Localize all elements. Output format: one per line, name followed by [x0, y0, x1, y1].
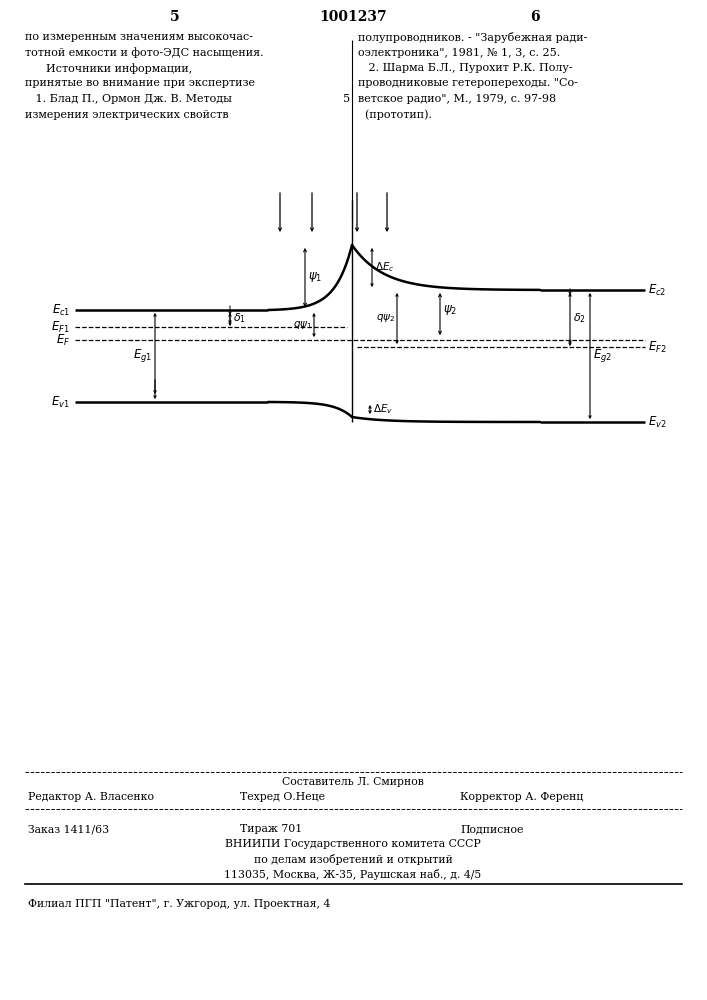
Text: тотной емкости и фото-ЭДС насыщения.: тотной емкости и фото-ЭДС насыщения.: [25, 47, 264, 58]
Text: Редактор А. Власенко: Редактор А. Власенко: [28, 792, 154, 802]
Text: 2. Шарма Б.Л., Пурохит Р.К. Полу-: 2. Шарма Б.Л., Пурохит Р.К. Полу-: [358, 63, 573, 73]
Text: $q\psi_1$: $q\psi_1$: [293, 319, 312, 331]
Text: 1. Блад П., Ормон Дж. В. Методы: 1. Блад П., Ормон Дж. В. Методы: [25, 94, 232, 104]
Text: $E_{v2}$: $E_{v2}$: [648, 414, 667, 430]
Text: по измеренным значениям высокочас-: по измеренным значениям высокочас-: [25, 32, 253, 42]
Text: Корректор А. Ференц: Корректор А. Ференц: [460, 792, 583, 802]
Text: измерения электрических свойств: измерения электрических свойств: [25, 109, 228, 119]
Text: Составитель Л. Смирнов: Составитель Л. Смирнов: [282, 777, 424, 787]
Text: принятые во внимание при экспертизе: принятые во внимание при экспертизе: [25, 79, 255, 89]
Text: $\delta_1$: $\delta_1$: [233, 312, 246, 325]
Text: $E_{F2}$: $E_{F2}$: [648, 339, 667, 355]
Text: 5: 5: [170, 10, 180, 24]
Text: $E_{g1}$: $E_{g1}$: [133, 348, 152, 364]
Text: $\psi_2$: $\psi_2$: [443, 303, 457, 317]
Text: 113035, Москва, Ж-35, Раушская наб., д. 4/5: 113035, Москва, Ж-35, Раушская наб., д. …: [224, 869, 481, 880]
Text: Филиал ПГП "Патент", г. Ужгород, ул. Проектная, 4: Филиал ПГП "Патент", г. Ужгород, ул. Про…: [28, 899, 330, 909]
Text: Заказ 1411/63: Заказ 1411/63: [28, 824, 109, 834]
Text: 5: 5: [343, 94, 350, 104]
Text: $q\psi_2$: $q\psi_2$: [375, 312, 395, 324]
Text: 1001237: 1001237: [319, 10, 387, 24]
Text: Источники информации,: Источники информации,: [25, 63, 192, 74]
Text: Техред О.Неце: Техред О.Неце: [240, 792, 325, 802]
Text: по делам изобретений и открытий: по делам изобретений и открытий: [254, 854, 452, 865]
Text: ветское радио", М., 1979, с. 97-98: ветское радио", М., 1979, с. 97-98: [358, 94, 556, 104]
Text: Тираж 701: Тираж 701: [240, 824, 303, 834]
Text: $\psi_1$: $\psi_1$: [308, 270, 322, 284]
Text: $E_F$: $E_F$: [56, 332, 70, 348]
Text: $E_{v1}$: $E_{v1}$: [51, 394, 70, 410]
Text: $E_{g2}$: $E_{g2}$: [593, 348, 612, 364]
Text: $E_{c2}$: $E_{c2}$: [648, 282, 667, 298]
Text: $E_{F1}$: $E_{F1}$: [52, 319, 70, 335]
Text: 6: 6: [530, 10, 540, 24]
Text: $\Delta E_v$: $\Delta E_v$: [373, 403, 393, 416]
Text: Подписное: Подписное: [460, 824, 523, 834]
Text: оэлектроника", 1981, № 1, 3, с. 25.: оэлектроника", 1981, № 1, 3, с. 25.: [358, 47, 560, 57]
Text: $\delta_2$: $\delta_2$: [573, 312, 586, 325]
Text: полупроводников. - "Зарубежная ради-: полупроводников. - "Зарубежная ради-: [358, 32, 588, 43]
Text: ВНИИПИ Государственного комитета СССР: ВНИИПИ Государственного комитета СССР: [225, 839, 481, 849]
Text: $E_{c1}$: $E_{c1}$: [52, 302, 70, 318]
Text: проводниковые гетеропереходы. "Со-: проводниковые гетеропереходы. "Со-: [358, 79, 578, 89]
Text: (прототип).: (прототип).: [358, 109, 432, 120]
Text: $\Delta E_c$: $\Delta E_c$: [375, 261, 395, 274]
